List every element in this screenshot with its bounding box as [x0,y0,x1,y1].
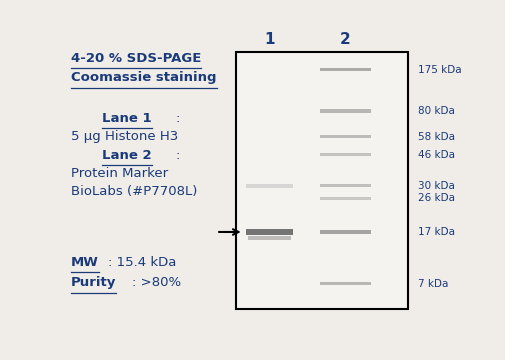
Bar [320,153,370,157]
Bar [235,51,408,309]
Text: 1: 1 [263,32,274,48]
Text: Protein Marker: Protein Marker [71,167,168,180]
Bar [320,184,370,187]
Text: 46 kDa: 46 kDa [417,150,454,159]
Text: 7 kDa: 7 kDa [417,279,447,288]
Text: :: : [175,149,179,162]
Bar [320,135,370,138]
Text: 17 kDa: 17 kDa [417,227,454,237]
Text: MW: MW [71,256,99,269]
Bar [320,282,370,285]
Text: Lane 2: Lane 2 [103,149,152,162]
Text: BioLabs (#P7708L): BioLabs (#P7708L) [71,185,197,198]
Text: 58 kDa: 58 kDa [417,132,454,141]
Text: : 15.4 kDa: : 15.4 kDa [108,256,176,269]
Bar [320,197,370,200]
Text: 2: 2 [339,32,350,48]
Text: 175 kDa: 175 kDa [417,64,461,75]
Text: 80 kDa: 80 kDa [417,106,454,116]
Text: Purity: Purity [71,276,116,289]
Text: :: : [175,112,179,125]
Text: 4-20 % SDS-PAGE: 4-20 % SDS-PAGE [71,52,201,65]
Text: 26 kDa: 26 kDa [417,193,454,203]
Bar [320,68,370,71]
Bar [320,109,370,113]
Text: Coomassie staining: Coomassie staining [71,71,216,84]
Text: Lane 1: Lane 1 [103,112,152,125]
Text: 5 µg Histone H3: 5 µg Histone H3 [71,130,178,143]
Bar [245,229,292,235]
Bar [247,236,290,240]
Text: : >80%: : >80% [132,276,181,289]
Bar [320,230,370,234]
Text: 30 kDa: 30 kDa [417,181,454,190]
Bar [245,184,292,188]
